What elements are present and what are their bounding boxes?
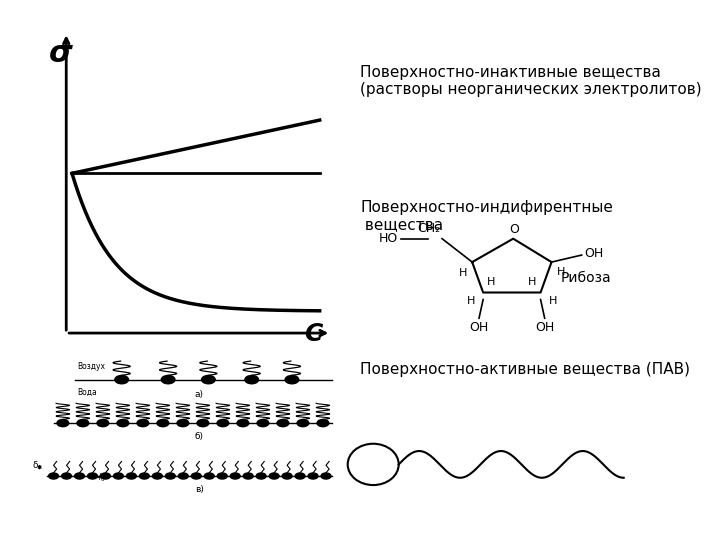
Text: H: H — [487, 276, 495, 287]
Circle shape — [57, 420, 68, 427]
Circle shape — [97, 420, 109, 427]
Circle shape — [321, 473, 331, 479]
Text: б): б) — [194, 432, 204, 441]
Circle shape — [295, 473, 305, 479]
Text: H: H — [467, 296, 475, 306]
Circle shape — [166, 473, 175, 479]
Text: Поверхностно-инактивные вещества
(растворы неорганических электролитов): Поверхностно-инактивные вещества (раство… — [360, 65, 701, 97]
Circle shape — [161, 375, 175, 384]
Circle shape — [197, 420, 209, 427]
Circle shape — [217, 420, 229, 427]
Circle shape — [62, 473, 71, 479]
Circle shape — [140, 473, 149, 479]
Circle shape — [297, 420, 309, 427]
Circle shape — [269, 473, 279, 479]
Circle shape — [75, 473, 84, 479]
Text: C: C — [304, 322, 323, 346]
Text: H: H — [459, 268, 467, 278]
Circle shape — [179, 473, 188, 479]
Circle shape — [192, 473, 201, 479]
Circle shape — [256, 473, 266, 479]
Text: Воздух: Воздух — [77, 362, 105, 371]
Circle shape — [177, 420, 189, 427]
Text: в): в) — [194, 485, 204, 494]
Circle shape — [243, 473, 253, 479]
Circle shape — [117, 420, 129, 427]
Text: H: H — [528, 276, 536, 287]
Circle shape — [245, 375, 258, 384]
Circle shape — [308, 473, 318, 479]
Text: OH: OH — [469, 321, 489, 334]
Text: Рибоза: Рибоза — [561, 272, 612, 286]
Circle shape — [88, 473, 97, 479]
Circle shape — [282, 473, 292, 479]
Circle shape — [49, 473, 58, 479]
Text: H: H — [549, 296, 557, 306]
Circle shape — [230, 473, 240, 479]
Circle shape — [204, 473, 215, 479]
Text: а): а) — [194, 390, 204, 399]
Text: O: O — [510, 224, 520, 237]
Circle shape — [77, 420, 89, 427]
Circle shape — [115, 375, 128, 384]
Text: $l_0$: $l_0$ — [98, 472, 105, 484]
Circle shape — [157, 420, 168, 427]
Circle shape — [257, 420, 269, 427]
Circle shape — [217, 473, 228, 479]
Text: δ: δ — [32, 461, 38, 469]
Circle shape — [153, 473, 162, 479]
Circle shape — [285, 375, 299, 384]
Text: CH₂: CH₂ — [418, 222, 441, 235]
Circle shape — [202, 375, 215, 384]
Circle shape — [277, 420, 289, 427]
Text: OH: OH — [585, 247, 603, 260]
Text: Поверхностно-активные вещества (ПАВ): Поверхностно-активные вещества (ПАВ) — [360, 362, 690, 377]
Text: OH: OH — [535, 321, 554, 334]
Text: HO: HO — [379, 232, 398, 245]
Circle shape — [127, 473, 136, 479]
Text: Поверхностно-индифирентные
 вещества: Поверхностно-индифирентные вещества — [360, 200, 613, 232]
Text: Вода: Вода — [77, 388, 96, 397]
Text: σ: σ — [49, 39, 73, 68]
Circle shape — [101, 473, 110, 479]
Circle shape — [114, 473, 123, 479]
Circle shape — [137, 420, 149, 427]
Text: H: H — [557, 267, 565, 277]
Circle shape — [317, 420, 329, 427]
Circle shape — [237, 420, 249, 427]
